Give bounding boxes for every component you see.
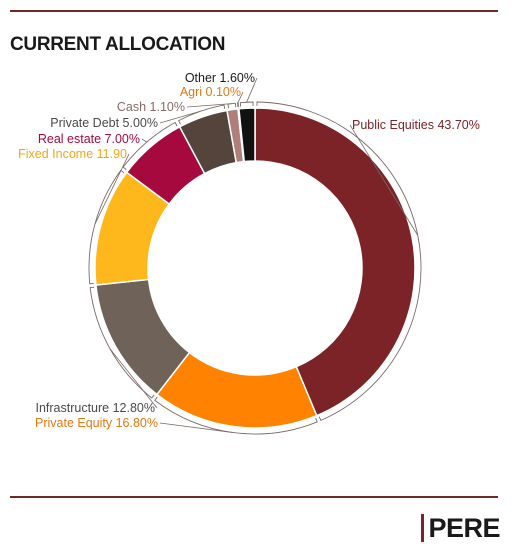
pere-logo: PERE	[421, 514, 500, 542]
slice-other	[238, 107, 256, 163]
logo-text: PERE	[428, 513, 500, 543]
leader-agri	[237, 91, 244, 104]
label-real-estate: Real estate 7.00%	[38, 132, 140, 146]
label-private-equity: Private Equity 16.80%	[35, 416, 158, 430]
leader-fixed-income	[94, 153, 130, 225]
label-private-debt: Private Debt 5.00%	[50, 116, 158, 130]
bracket-other	[239, 101, 254, 107]
label-cash: Cash 1.10%	[117, 100, 185, 114]
leader-real-estate	[141, 138, 148, 143]
leader-private-equity	[159, 422, 234, 433]
top-rule	[10, 10, 498, 12]
logo-bar	[421, 514, 425, 542]
bracket-agri	[237, 102, 239, 107]
leader-cash	[186, 103, 232, 108]
chart-title: CURRENT ALLOCATION	[10, 34, 226, 55]
leader-infrastructure	[109, 348, 158, 409]
bracket-fixed-income	[88, 169, 125, 285]
label-fixed-income: Fixed Income 11.90	[18, 147, 127, 161]
label-public-equities: Public Equities 43.70%	[352, 118, 480, 132]
bracket-private-debt	[178, 104, 226, 125]
label-agri: Agri 0.10%	[180, 85, 241, 99]
bottom-rule	[10, 496, 498, 498]
leader-private-debt	[159, 110, 201, 124]
bracket-real-estate	[122, 121, 178, 170]
label-other: Other 1.60%	[185, 71, 255, 85]
leader-other	[246, 77, 258, 103]
slice-public-equities	[254, 107, 416, 417]
leader-public-equities	[349, 124, 419, 236]
label-infrastructure: Infrastructure 12.80%	[35, 401, 155, 415]
